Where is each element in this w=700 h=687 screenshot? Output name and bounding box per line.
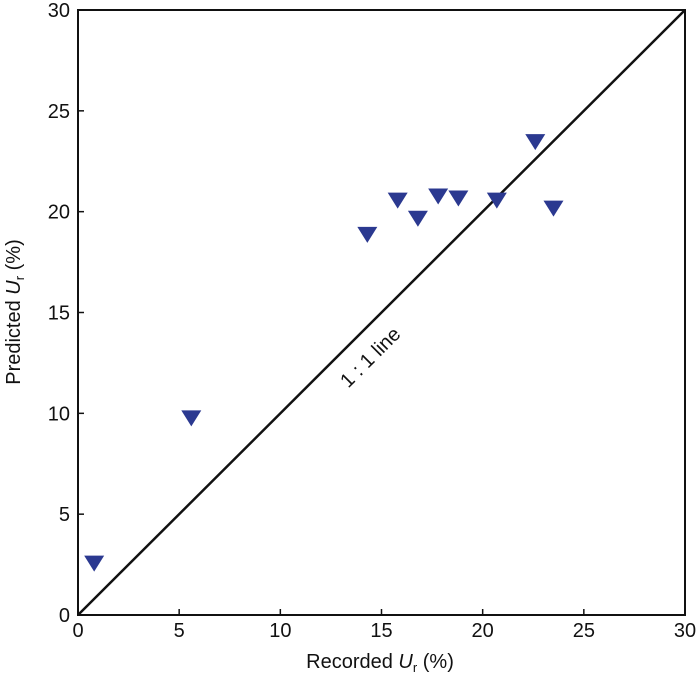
y-tick-label: 15 (48, 303, 70, 325)
marker (387, 192, 408, 209)
x-tick-label: 10 (269, 620, 291, 642)
x-tick-label: 30 (674, 620, 696, 642)
one-to-one-line (77, 9, 686, 616)
x-tick-label: 25 (573, 620, 595, 642)
y-tick-label: 20 (48, 202, 70, 224)
x-label-subscript: r (413, 660, 418, 675)
marker (486, 192, 507, 209)
x-tick-label: 0 (72, 620, 83, 642)
y-tick-label: 5 (59, 504, 70, 526)
y-label-prefix: Predicted (3, 295, 25, 385)
marker (407, 210, 428, 227)
y-axis-label: Predicted Ur (%) (3, 239, 27, 385)
x-tick-label: 5 (174, 620, 185, 642)
y-tick-label: 25 (48, 101, 70, 123)
x-axis-label: Recorded Ur (%) (306, 651, 454, 675)
y-tick-label: 30 (48, 0, 70, 22)
marker (181, 410, 202, 427)
marker (84, 555, 105, 572)
marker (428, 188, 449, 205)
x-label-symbol: U (398, 651, 413, 673)
annotation: 1 : 1 line (336, 323, 405, 392)
x-label-suffix: (%) (417, 651, 454, 673)
y-tick-label: 0 (59, 605, 70, 627)
x-tick-label: 15 (370, 620, 392, 642)
y-tick-label: 10 (48, 403, 70, 425)
marker (448, 190, 469, 207)
marker (357, 226, 378, 243)
y-label-suffix: (%) (3, 239, 25, 276)
marker (525, 134, 546, 151)
y-label-subscript: r (12, 275, 27, 280)
marker (543, 200, 564, 217)
y-label-symbol: U (3, 280, 25, 295)
x-tick-label: 20 (472, 620, 494, 642)
x-label-prefix: Recorded (306, 651, 398, 673)
